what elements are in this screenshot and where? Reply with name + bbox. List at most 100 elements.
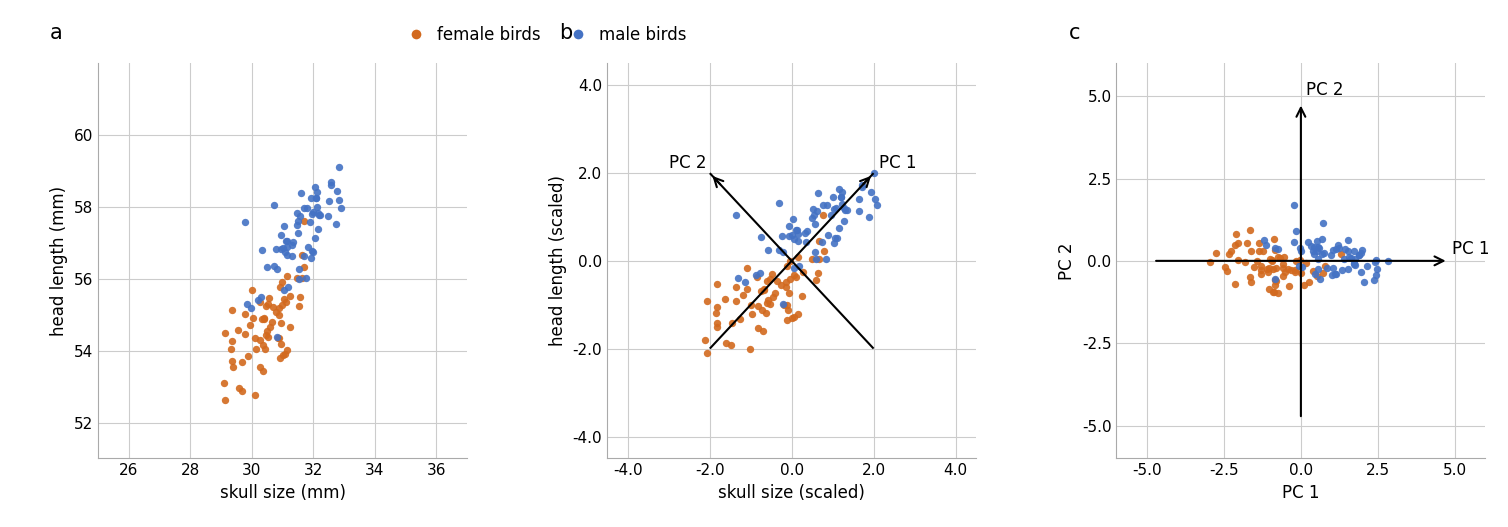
Point	[793, 238, 817, 246]
Point	[1333, 245, 1357, 253]
Point	[246, 296, 270, 304]
Point	[250, 341, 274, 349]
Point	[823, 234, 847, 242]
Point	[1310, 269, 1335, 278]
Point	[1271, 264, 1295, 272]
Point	[1223, 241, 1247, 250]
Point	[1306, 243, 1330, 251]
Point	[299, 194, 323, 202]
Point	[704, 279, 728, 288]
Point	[1301, 267, 1326, 276]
Point	[303, 183, 327, 191]
Point	[226, 326, 250, 334]
Point	[213, 329, 237, 337]
Point	[327, 196, 351, 204]
Point	[1215, 267, 1240, 276]
Point	[317, 197, 341, 205]
Point	[300, 254, 324, 262]
Point	[234, 329, 258, 338]
Point	[1327, 244, 1351, 252]
Point	[1313, 262, 1338, 270]
Point	[746, 324, 771, 332]
Point	[327, 163, 351, 171]
Point	[1342, 258, 1366, 267]
Text: b: b	[559, 24, 573, 43]
Point	[253, 345, 277, 353]
Point	[1283, 265, 1307, 274]
Point	[294, 274, 318, 282]
Text: c: c	[1069, 24, 1080, 43]
Point	[1344, 261, 1368, 269]
Point	[1259, 256, 1283, 264]
Point	[1363, 258, 1387, 266]
Point	[300, 247, 324, 256]
Point	[220, 306, 244, 315]
Point	[748, 269, 772, 277]
Point	[828, 184, 852, 193]
Point	[811, 210, 835, 219]
Point	[271, 295, 296, 304]
Point	[1283, 257, 1307, 265]
Point	[784, 273, 808, 281]
Point	[1347, 251, 1371, 259]
Point	[1295, 238, 1320, 247]
Point	[1261, 265, 1285, 274]
Point	[1271, 272, 1295, 280]
Point	[724, 297, 748, 306]
Point	[1199, 257, 1223, 266]
Point	[1351, 278, 1375, 286]
Point	[1309, 249, 1333, 258]
Point	[756, 298, 780, 307]
Point	[255, 263, 279, 271]
Point	[860, 188, 884, 196]
Point	[1262, 288, 1286, 297]
Point	[267, 353, 291, 362]
Point	[706, 323, 730, 331]
Point	[777, 221, 801, 230]
Point	[1332, 255, 1356, 264]
Point	[1247, 247, 1271, 256]
Point	[318, 181, 342, 189]
Point	[1324, 270, 1348, 279]
Point	[757, 275, 781, 283]
Point	[739, 301, 763, 309]
Point	[271, 243, 296, 252]
Point	[807, 189, 831, 198]
Point	[268, 340, 293, 348]
Point	[1249, 261, 1273, 270]
Point	[781, 271, 805, 279]
Point	[306, 209, 330, 217]
Point	[807, 237, 831, 246]
Point	[262, 201, 287, 209]
Point	[777, 289, 801, 297]
Point	[749, 233, 774, 242]
Point	[728, 315, 752, 323]
Point	[692, 336, 716, 344]
Text: PC 1: PC 1	[1452, 240, 1488, 258]
Point	[1264, 264, 1288, 272]
Point	[234, 310, 258, 318]
Point	[733, 278, 757, 286]
X-axis label: skull size (scaled): skull size (scaled)	[718, 484, 866, 502]
Point	[262, 262, 287, 271]
Text: PC 2: PC 2	[1306, 82, 1344, 100]
Point	[244, 345, 268, 354]
Point	[751, 326, 775, 335]
Point	[296, 242, 320, 251]
Point	[285, 221, 309, 229]
X-axis label: PC 1: PC 1	[1282, 484, 1320, 502]
Point	[219, 345, 243, 353]
Point	[302, 248, 326, 256]
Point	[831, 204, 855, 213]
Point	[280, 252, 305, 261]
Point	[1203, 249, 1228, 258]
Point	[229, 386, 253, 395]
Point	[274, 272, 299, 280]
Point	[772, 300, 796, 309]
Point	[1350, 246, 1374, 254]
Point	[291, 252, 315, 260]
Point	[290, 274, 314, 282]
Point	[731, 290, 756, 299]
Point	[250, 315, 274, 324]
Point	[804, 255, 828, 264]
